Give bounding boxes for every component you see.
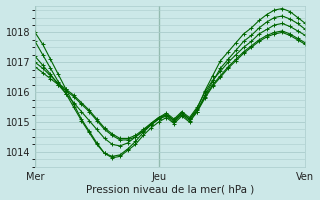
- X-axis label: Pression niveau de la mer( hPa ): Pression niveau de la mer( hPa ): [86, 184, 254, 194]
